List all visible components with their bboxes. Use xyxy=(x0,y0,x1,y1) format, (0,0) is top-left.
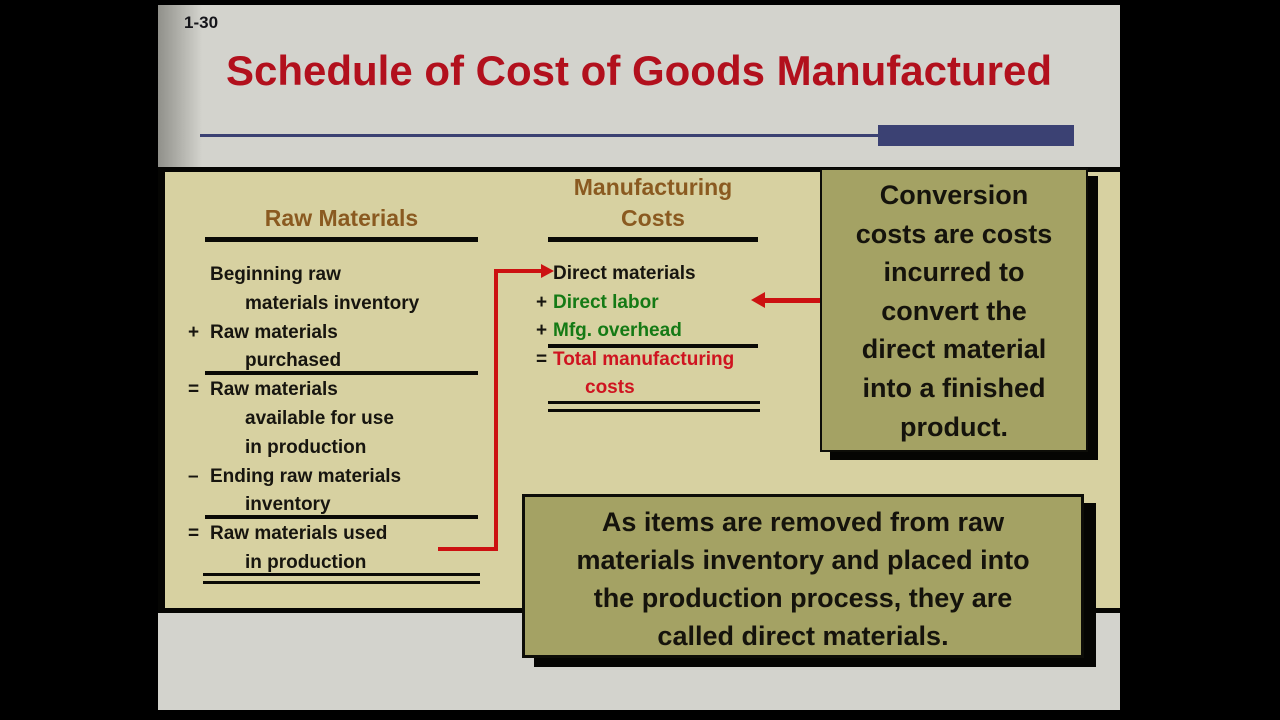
row-text: Ending raw materials xyxy=(210,465,402,487)
slide-title: Schedule of Cost of Goods Manufactured xyxy=(225,47,1053,94)
raw-materials-header: Raw Materials xyxy=(264,205,419,231)
row-text: Beginning raw xyxy=(210,264,341,285)
row-text: purchased xyxy=(245,350,342,372)
connector-arrowhead-right-icon xyxy=(541,264,554,278)
row-text: Direct materials xyxy=(553,263,696,284)
schedule-row: + Mfg. overhead xyxy=(533,317,833,346)
conversion-arrow-shaft xyxy=(765,298,825,303)
schedule-row: materials inventory xyxy=(185,290,515,319)
schedule-row: purchased xyxy=(185,347,515,376)
row-text: Mfg. overhead xyxy=(553,320,682,341)
row-symbol: + xyxy=(536,320,548,341)
conversion-costs-callout: Conversion costs are costs incurred to c… xyxy=(820,168,1088,452)
schedule-row: – Ending raw materials xyxy=(185,463,515,492)
row-text: Total manufacturing xyxy=(553,348,735,370)
manufacturing-costs-schedule: Direct materials + Direct labor + Mfg. ove… xyxy=(533,260,833,403)
row-text: costs xyxy=(585,377,635,398)
schedule-row: = Raw materials used xyxy=(185,520,515,549)
schedule-row: + Direct labor xyxy=(533,289,833,318)
row-symbol: + xyxy=(188,321,200,343)
subtotal-line xyxy=(548,344,758,348)
connector-top-line xyxy=(494,269,541,273)
schedule-row: in production xyxy=(185,434,515,463)
subtotal-line xyxy=(205,515,478,519)
total-double-line xyxy=(203,573,480,584)
row-text: Raw materials used xyxy=(210,523,388,545)
manufacturing-costs-header-line2: Costs xyxy=(621,205,685,231)
connector-bottom-line xyxy=(438,547,498,551)
direct-materials-callout: As items are removed from raw materials … xyxy=(522,494,1084,658)
schedule-row: = Total manufacturing xyxy=(533,346,833,375)
schedule-row: + Raw materials xyxy=(185,319,515,348)
row-text: Raw materials xyxy=(210,379,338,401)
left-shade-gradient xyxy=(158,5,202,167)
raw-materials-header-underline xyxy=(205,237,478,242)
row-symbol: + xyxy=(536,291,548,313)
row-symbol: = xyxy=(188,379,200,401)
row-symbol: = xyxy=(536,348,548,370)
manufacturing-costs-header-line1: Manufacturing xyxy=(573,174,733,200)
schedule-row: costs xyxy=(533,374,833,403)
row-text: Raw materials xyxy=(210,321,338,343)
row-text: in production xyxy=(245,551,367,573)
row-text: in production xyxy=(245,436,367,458)
manufacturing-costs-header-underline xyxy=(548,237,758,242)
row-symbol: – xyxy=(188,465,199,487)
row-symbol: = xyxy=(188,523,200,545)
title-area: 1-30 Schedule of Cost of Goods Manufactu… xyxy=(158,5,1120,167)
schedule-row: available for use xyxy=(185,405,515,434)
manufacturing-costs-header: Manufacturing Costs xyxy=(548,172,758,234)
subtotal-line xyxy=(205,371,478,375)
slide-number: 1-30 xyxy=(184,13,219,32)
row-text: inventory xyxy=(245,494,331,516)
schedule-row: Direct materials xyxy=(533,260,833,289)
raw-materials-schedule: Beginning raw materials inventory + Raw m… xyxy=(185,261,515,578)
schedule-row: = Raw materials xyxy=(185,376,515,405)
row-text: materials inventory xyxy=(245,292,420,314)
schedule-row: in production xyxy=(185,549,515,578)
conversion-arrowhead-left-icon xyxy=(751,292,765,308)
title-rule-line xyxy=(200,134,880,137)
connector-vertical-line xyxy=(494,269,498,551)
content-area: Raw Materials Manufacturing Costs Beginn… xyxy=(158,167,1120,613)
schedule-row: Beginning raw xyxy=(185,261,515,290)
row-text: available for use xyxy=(245,407,394,429)
schedule-row: inventory xyxy=(185,491,515,520)
total-double-line xyxy=(548,401,760,412)
title-rule-bar xyxy=(878,125,1074,146)
row-text: Direct labor xyxy=(553,291,659,313)
